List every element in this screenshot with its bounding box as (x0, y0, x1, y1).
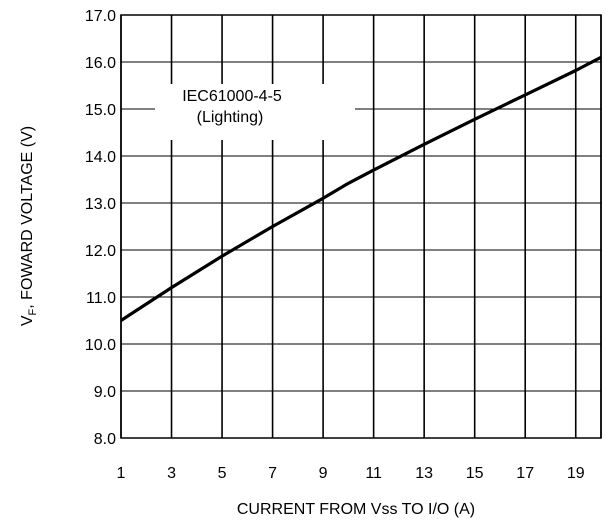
series (120, 55, 602, 322)
y-axis-label-subscript: F (27, 308, 39, 315)
annotation-line-1: IEC61000-4-5 (182, 88, 282, 105)
y-tick-label-4: 12.0 (85, 243, 116, 260)
y-axis-label-rest: , FOWARD VOLTAGE (V) (19, 126, 36, 309)
y-axis-label: VF, FOWARD VOLTAGE (V) (19, 126, 39, 326)
x-tick-labels: 1 3 5 7 9 11 13 15 17 19 (117, 465, 585, 482)
x-tick-label-1: 3 (167, 465, 176, 482)
annotation-line-2: (Lighting) (197, 109, 264, 126)
x-tick-label-2: 5 (218, 465, 227, 482)
y-tick-label-3: 11.0 (86, 290, 116, 307)
y-tick-label-7: 15.0 (85, 102, 116, 119)
y-tick-labels: 8.0 9.0 10.0 11.0 12.0 13.0 14.0 15.0 16.0 17.0 (85, 8, 116, 448)
y-tick-label-2: 10.0 (85, 337, 116, 354)
x-tick-label-3: 7 (268, 465, 277, 482)
x-tick-label-0: 1 (117, 465, 126, 482)
x-tick-label-5: 11 (365, 465, 382, 482)
x-tick-label-4: 9 (319, 465, 328, 482)
x-tick-label-6: 13 (415, 465, 433, 482)
x-axis-label: CURRENT FROM Vss TO I/O (A) (237, 501, 475, 518)
x-tick-label-8: 17 (516, 465, 534, 482)
x-tick-label-9: 19 (567, 465, 585, 482)
y-tick-label-1: 9.0 (94, 384, 116, 401)
y-tick-label-5: 13.0 (85, 196, 116, 213)
annotation: IEC61000-4-5 (Lighting) (155, 84, 355, 140)
y-tick-label-9: 17.0 (85, 8, 116, 25)
grid (120, 14, 602, 439)
y-tick-label-0: 8.0 (94, 431, 116, 448)
y-axis-label-prefix: V (19, 315, 36, 326)
series-line-0 (120, 55, 602, 322)
y-tick-label-8: 16.0 (85, 55, 116, 72)
annotation-background (155, 84, 355, 140)
y-tick-label-6: 14.0 (85, 149, 116, 166)
x-tick-label-7: 15 (466, 465, 484, 482)
plot-frame (120, 14, 602, 439)
